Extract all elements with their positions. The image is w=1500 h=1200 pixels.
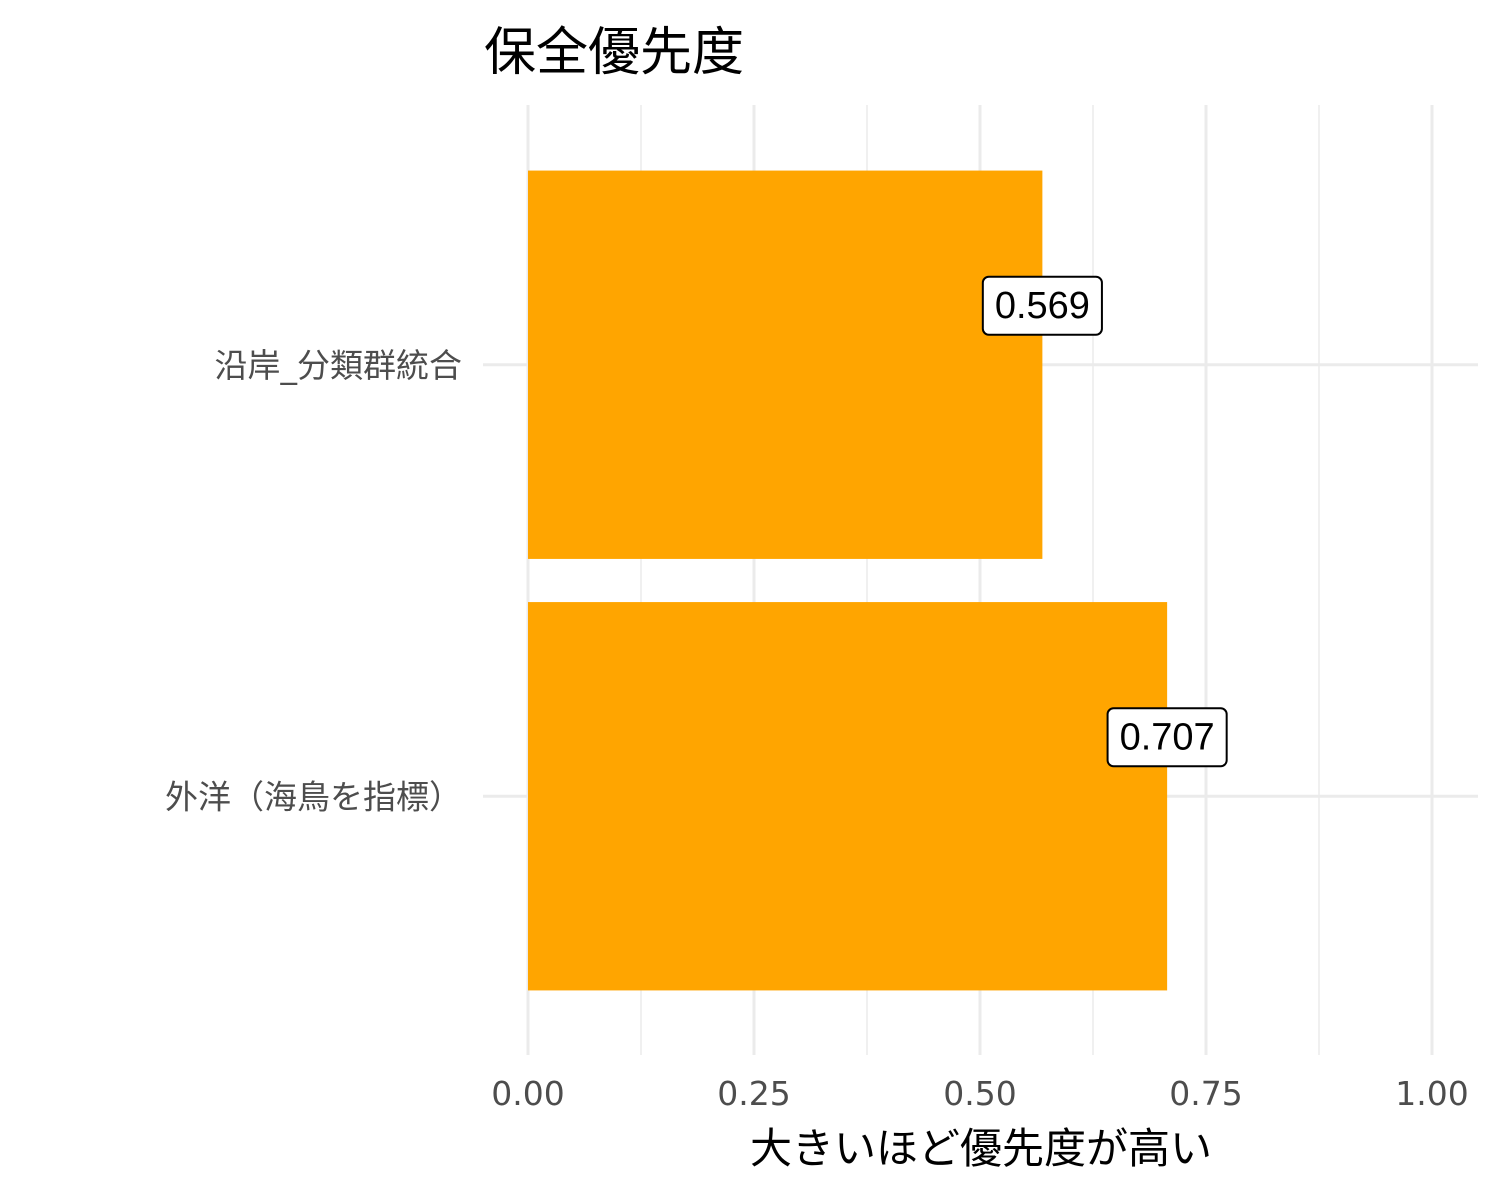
data-label-box — [981, 275, 1103, 336]
chart-title: 保全優先度 — [484, 23, 744, 83]
data-label-text: 0.707 — [1120, 716, 1215, 758]
data-labels: 0.569 0.707 — [981, 275, 1228, 768]
data-label: 0.707 — [1106, 707, 1228, 768]
y-tick-label: 沿岸_分類群統合 — [215, 346, 463, 385]
y-tick-label: 外洋（海鳥を指標） — [165, 777, 462, 816]
x-tick-label: 0.25 — [717, 1074, 790, 1113]
data-label-box — [1106, 707, 1228, 768]
x-tick-label: 0.00 — [491, 1074, 564, 1113]
data-label: 0.569 — [981, 275, 1103, 336]
x-tick-label: 0.50 — [943, 1074, 1016, 1113]
x-tick-label: 1.00 — [1395, 1074, 1468, 1113]
bar — [528, 170, 1043, 559]
x-tick-label: 0.75 — [1169, 1074, 1242, 1113]
bar — [528, 602, 1168, 991]
bars — [528, 170, 1168, 991]
x-axis-label: 大きいほど優先度が高い — [750, 1124, 1212, 1173]
data-label-text: 0.569 — [995, 285, 1090, 327]
